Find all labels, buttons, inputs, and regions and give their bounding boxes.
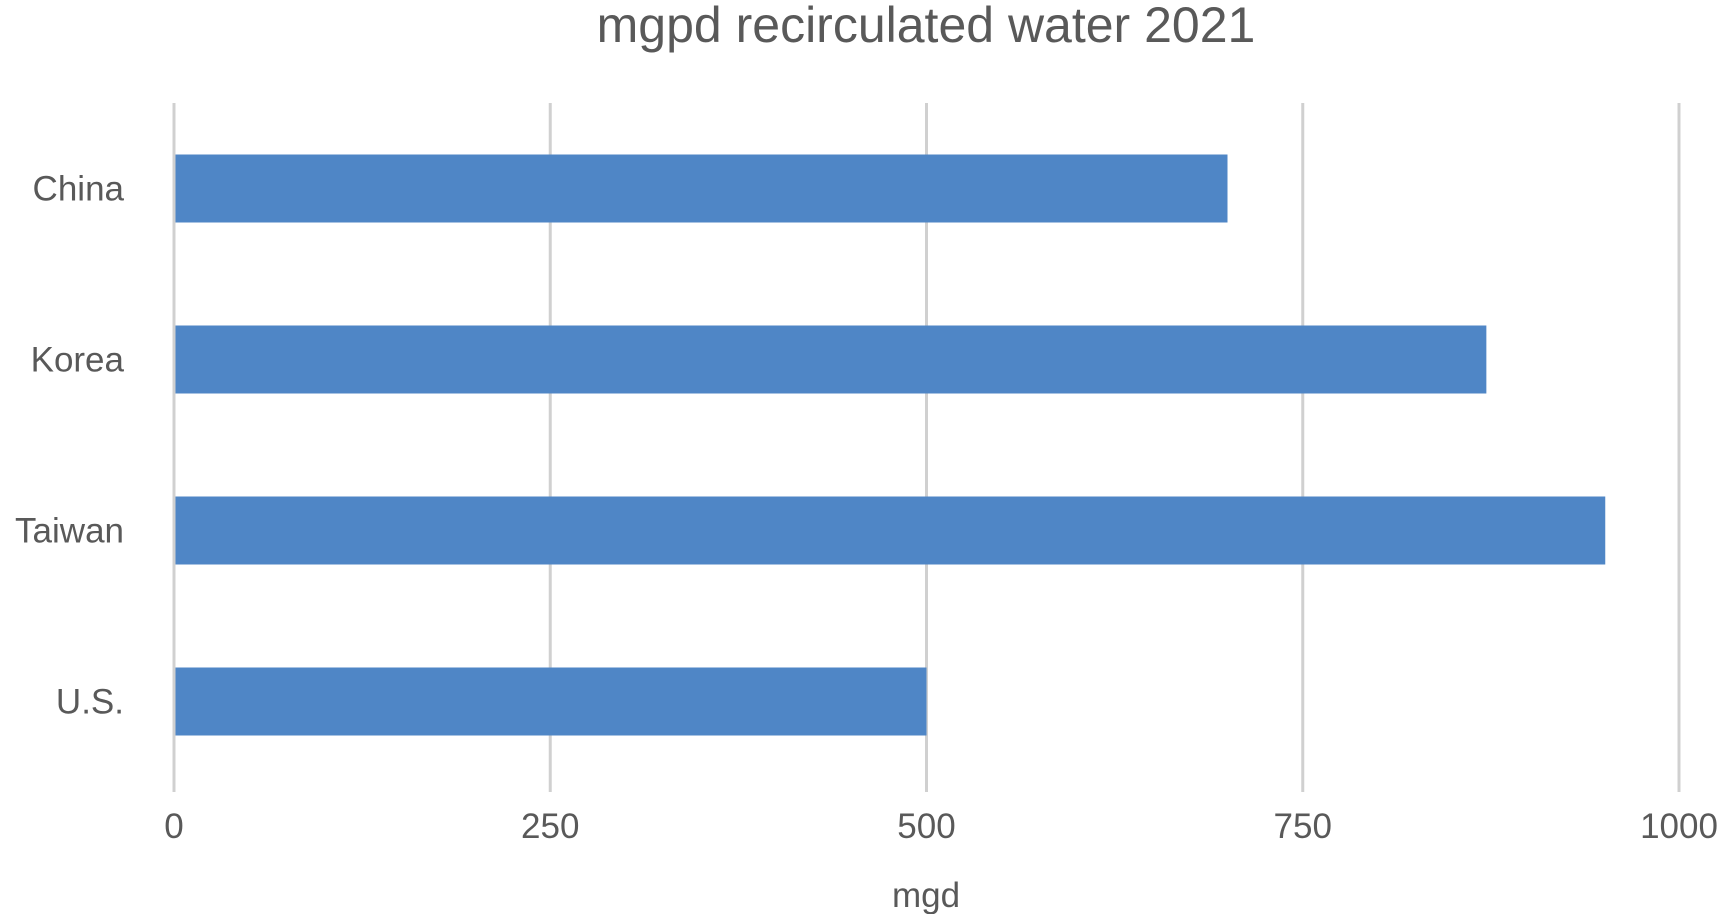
category-label-china: China [33, 170, 125, 209]
x-tick-label-0: 0 [164, 807, 183, 846]
bar-taiwan [175, 496, 1606, 565]
x-tick-label-500: 500 [897, 807, 955, 846]
x-tick-label-250: 250 [521, 807, 579, 846]
x-tick-labels: 0 250 500 750 1000 [164, 807, 1718, 846]
category-labels: China Korea Taiwan U.S. [15, 170, 124, 722]
category-label-taiwan: Taiwan [15, 512, 124, 551]
x-tick-label-1000: 1000 [1640, 807, 1718, 846]
category-label-u-s: U.S. [56, 683, 124, 722]
bar-china [175, 154, 1228, 223]
bar-korea [175, 325, 1487, 394]
bar-u-s [175, 667, 927, 736]
x-axis-title: mgd [892, 876, 960, 914]
x-tick-label-750: 750 [1274, 807, 1332, 846]
category-label-korea: Korea [31, 341, 125, 380]
bars [175, 154, 1606, 736]
chart-title: mgpd recirculated water 2021 [597, 0, 1256, 53]
